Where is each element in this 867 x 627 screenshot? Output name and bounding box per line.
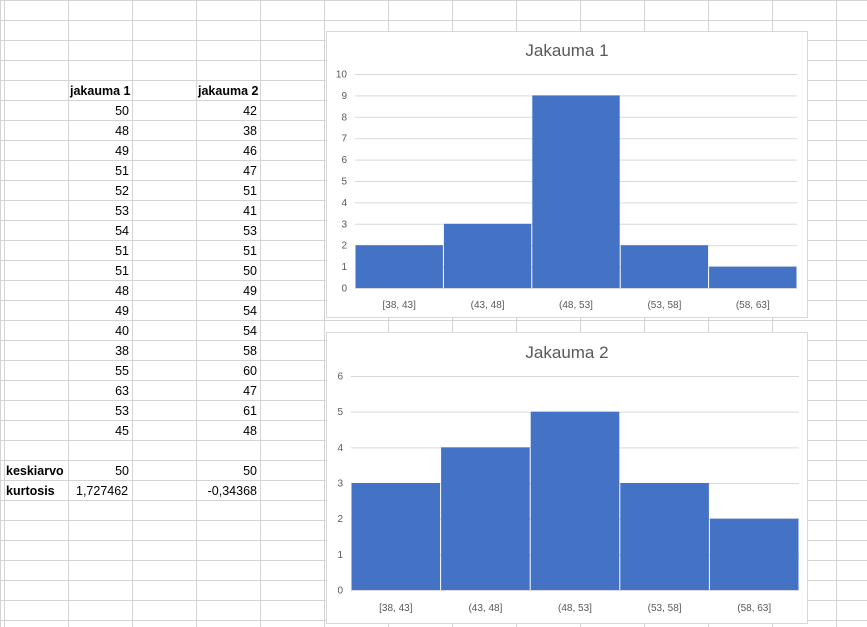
cell-jakauma-1[interactable]: 51 <box>115 264 129 278</box>
cell-jakauma-1[interactable]: 38 <box>115 344 129 358</box>
stat-jakauma-1[interactable]: 50 <box>115 464 129 478</box>
cell-jakauma-2[interactable]: 50 <box>243 264 257 278</box>
cell-jakauma-2[interactable]: 61 <box>243 404 257 418</box>
chart-2-svg: Jakauma 2 0 1 2 3 4 5 6 [38, 43] (43, 48] (48, 53]… <box>337 343 799 614</box>
y-tick-label: 6 <box>337 372 343 383</box>
cell-jakauma-1[interactable]: 52 <box>115 184 129 198</box>
y-tick-label: 3 <box>341 219 347 230</box>
cell-jakauma-1[interactable]: 50 <box>115 104 129 118</box>
y-tick-label: 5 <box>341 177 347 188</box>
bar[interactable] <box>709 518 799 590</box>
bar[interactable] <box>351 483 441 590</box>
bar[interactable] <box>355 245 443 288</box>
cell-jakauma-1[interactable]: 48 <box>115 284 129 298</box>
cell-jakauma-2[interactable]: 51 <box>243 244 257 258</box>
chart-title: Jakauma 1 <box>525 41 608 60</box>
bar[interactable] <box>709 266 797 288</box>
y-tick-label: 1 <box>341 262 347 273</box>
cell-jakauma-2[interactable]: 54 <box>243 324 257 338</box>
y-tick-label: 4 <box>337 443 343 454</box>
bar[interactable] <box>532 95 620 289</box>
cell-jakauma-1[interactable]: 54 <box>115 224 129 238</box>
x-tick-label: (53, 58] <box>648 603 682 614</box>
cell-jakauma-1[interactable]: 45 <box>115 424 129 438</box>
y-tick-label: 4 <box>341 198 347 209</box>
cell-jakauma-2[interactable]: 54 <box>243 304 257 318</box>
y-tick-label: 8 <box>341 112 347 123</box>
cell-jakauma-2[interactable]: 51 <box>243 184 257 198</box>
cell-jakauma-1[interactable]: 40 <box>115 324 129 338</box>
bar[interactable] <box>620 245 709 288</box>
cell-jakauma-1[interactable]: 49 <box>115 304 129 318</box>
x-tick-label: (43, 48] <box>471 300 505 311</box>
cell-jakauma-1[interactable]: 48 <box>115 124 129 138</box>
x-tick-label: (48, 53] <box>559 300 593 311</box>
cell-jakauma-1[interactable]: 51 <box>115 164 129 178</box>
cell-jakauma-2[interactable]: 58 <box>243 344 257 358</box>
y-tick-label: 10 <box>336 70 348 81</box>
header-jakauma-2[interactable]: jakauma 2 <box>198 84 259 98</box>
y-tick-label: 7 <box>341 134 347 145</box>
stat-jakauma-1[interactable]: 1,727462 <box>76 484 129 498</box>
y-tick-label: 2 <box>337 514 343 525</box>
x-tick-label: [38, 43] <box>383 300 417 311</box>
cell-jakauma-1[interactable]: 49 <box>115 144 129 158</box>
cell-jakauma-2[interactable]: 48 <box>243 424 257 438</box>
y-tick-label: 0 <box>341 284 347 295</box>
x-tick-label: (48, 53] <box>558 603 592 614</box>
header-jakauma-1[interactable]: jakauma 1 <box>70 84 131 98</box>
chart-jakauma-1[interactable]: Jakauma 1 0 1 2 3 4 5 6 7 8 9 10 [38, 43] (43, 48] (48… <box>326 31 808 318</box>
x-tick-label: (43, 48] <box>468 603 502 614</box>
cell-jakauma-2[interactable]: 41 <box>243 204 257 218</box>
y-tick-label: 1 <box>337 550 343 561</box>
cell-jakauma-1[interactable]: 55 <box>115 364 129 378</box>
x-tick-label: (58, 63] <box>736 300 770 311</box>
y-tick-label: 5 <box>337 407 343 418</box>
cell-jakauma-1[interactable]: 51 <box>115 244 129 258</box>
y-tick-label: 0 <box>337 586 343 597</box>
x-tick-label: (58, 63] <box>737 603 771 614</box>
stat-jakauma-2[interactable]: -0,34368 <box>207 484 257 498</box>
cell-jakauma-2[interactable]: 46 <box>243 144 257 158</box>
chart-title: Jakauma 2 <box>525 343 608 362</box>
cell-jakauma-2[interactable]: 42 <box>243 104 257 118</box>
cell-jakauma-2[interactable]: 47 <box>243 164 257 178</box>
y-tick-label: 9 <box>341 91 347 102</box>
chart-jakauma-2[interactable]: Jakauma 2 0 1 2 3 4 5 6 [38, 43] (43, 48] (48, 53]… <box>326 332 808 624</box>
x-tick-label: [38, 43] <box>379 603 413 614</box>
y-tick-label: 2 <box>341 241 347 252</box>
cell-jakauma-1[interactable]: 53 <box>115 404 129 418</box>
stat-label[interactable]: keskiarvo <box>6 464 64 478</box>
x-tick-label: (53, 58] <box>647 300 681 311</box>
cell-jakauma-2[interactable]: 38 <box>243 124 257 138</box>
bar[interactable] <box>620 483 709 590</box>
cell-jakauma-1[interactable]: 63 <box>115 384 129 398</box>
stat-label[interactable]: kurtosis <box>6 484 55 498</box>
y-tick-label: 3 <box>337 479 343 490</box>
bar[interactable] <box>443 223 532 288</box>
cell-jakauma-2[interactable]: 49 <box>243 284 257 298</box>
stat-jakauma-2[interactable]: 50 <box>243 464 257 478</box>
bar[interactable] <box>441 447 530 590</box>
cell-jakauma-2[interactable]: 47 <box>243 384 257 398</box>
chart-1-svg: Jakauma 1 0 1 2 3 4 5 6 7 8 9 10 [38, 43] (43, 48] (48… <box>336 41 797 311</box>
cell-jakauma-1[interactable]: 53 <box>115 204 129 218</box>
bar[interactable] <box>530 411 620 590</box>
cell-jakauma-2[interactable]: 53 <box>243 224 257 238</box>
cell-jakauma-2[interactable]: 60 <box>243 364 257 378</box>
y-tick-label: 6 <box>341 155 347 166</box>
